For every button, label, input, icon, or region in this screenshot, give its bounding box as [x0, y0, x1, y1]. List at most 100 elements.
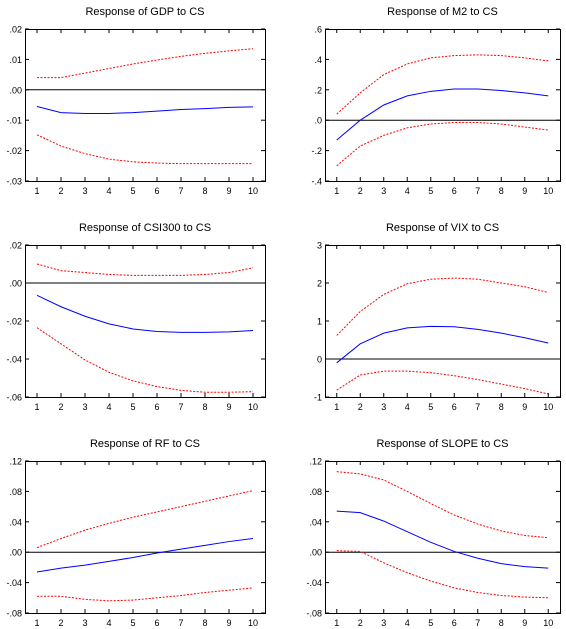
x-tick-label: 2	[358, 402, 363, 412]
x-tick-label: 5	[130, 186, 135, 196]
response-line	[336, 510, 549, 569]
x-tick-label: 3	[82, 186, 87, 196]
y-tick-label: -.02	[6, 146, 22, 156]
x-tick-label: 10	[543, 186, 553, 196]
x-tick-label: 4	[405, 618, 410, 628]
x-tick-label: 9	[226, 618, 231, 628]
y-tick-label: -1	[314, 393, 322, 403]
x-tick-label: 1	[334, 618, 339, 628]
y-tick-label: .04	[309, 517, 322, 527]
x-tick-label: 6	[452, 618, 457, 628]
y-tick-label: .02	[9, 241, 22, 251]
y-tick-label: -.08	[6, 609, 22, 619]
upper-band-line	[336, 471, 549, 539]
x-tick-label: 4	[405, 186, 410, 196]
x-tick-label: 3	[381, 618, 386, 628]
x-tick-label: 3	[381, 402, 386, 412]
chart-panel-5: Response of RF to CS .12 .08 .04 .00 -.04 -.08…	[6, 438, 266, 628]
x-tick-label: 9	[522, 186, 527, 196]
chart-panel-2: Response of M2 to CS .6 .4 .2 .0 -.2 -.4 1 2 3 4 5 6…	[311, 6, 561, 196]
lower-band-line	[336, 370, 549, 395]
response-line	[36, 538, 254, 573]
y-tick-label: -.08	[306, 609, 322, 619]
response-line	[336, 88, 549, 141]
chart-panel-1: Response of GDP to CS .02 .01 .00 -.01 -.02 -.…	[6, 6, 266, 196]
y-tick-label: .12	[309, 457, 322, 467]
chart-title: Response of M2 to CS	[387, 6, 498, 18]
x-tick-label: 2	[58, 618, 63, 628]
x-tick-label: 9	[226, 402, 231, 412]
x-tick-label: 5	[130, 618, 135, 628]
chart-title: Response of CSI300 to CS	[79, 222, 211, 234]
x-tick-label: 9	[226, 186, 231, 196]
y-tick-label: .2	[314, 85, 322, 95]
y-tick-label: -.01	[6, 116, 22, 126]
y-tick-label: .00	[309, 548, 322, 558]
x-tick-label: 8	[202, 186, 207, 196]
plot-frame	[25, 245, 266, 398]
x-tick-label: 10	[248, 402, 258, 412]
x-tick-label: 8	[499, 186, 504, 196]
x-tick-label: 9	[522, 402, 527, 412]
x-tick-label: 2	[58, 186, 63, 196]
y-tick-label: -.06	[6, 393, 22, 403]
x-tick-label: 10	[543, 618, 553, 628]
x-tick-label: 2	[358, 618, 363, 628]
x-tick-label: 7	[475, 402, 480, 412]
response-line	[36, 106, 254, 115]
upper-band-line	[36, 263, 254, 276]
lower-band-line	[36, 327, 254, 393]
chart-title: Response of SLOPE to CS	[376, 438, 508, 450]
x-tick-label: 3	[82, 618, 87, 628]
x-tick-label: 6	[452, 186, 457, 196]
x-tick-label: 7	[178, 402, 183, 412]
x-tick-label: 8	[499, 402, 504, 412]
x-tick-label: 7	[178, 186, 183, 196]
x-tick-label: 5	[428, 402, 433, 412]
y-tick-label: -.02	[6, 317, 22, 327]
x-tick-label: 10	[248, 618, 258, 628]
x-tick-label: 9	[522, 618, 527, 628]
y-tick-label: -.04	[306, 578, 322, 588]
y-tick-label: .4	[314, 55, 322, 65]
x-tick-label: 7	[178, 618, 183, 628]
y-tick-label: -.04	[6, 578, 22, 588]
plot-frame	[25, 461, 266, 614]
lower-band-line	[37, 587, 254, 602]
y-tick-label: .02	[9, 25, 22, 35]
upper-band-line	[336, 54, 549, 115]
x-tick-label: 1	[34, 402, 39, 412]
y-tick-label: .00	[9, 279, 22, 289]
x-tick-label: 4	[106, 618, 111, 628]
chart-title: Response of GDP to CS	[85, 6, 204, 18]
y-tick-label: 0	[317, 355, 322, 365]
x-tick-label: 8	[202, 402, 207, 412]
y-tick-label: -.4	[311, 177, 322, 187]
x-tick-label: 10	[543, 402, 553, 412]
y-tick-label: 1	[317, 317, 322, 327]
y-tick-label: -.03	[6, 177, 22, 187]
x-tick-label: 1	[34, 618, 39, 628]
upper-band-line	[336, 277, 549, 336]
y-tick-label: 3	[317, 241, 322, 251]
x-tick-label: 5	[428, 618, 433, 628]
y-tick-label: .00	[9, 548, 22, 558]
plot-frame	[325, 29, 561, 182]
x-tick-label: 3	[82, 402, 87, 412]
x-tick-label: 8	[499, 618, 504, 628]
y-tick-label: 2	[317, 279, 322, 289]
y-tick-label: -.2	[311, 146, 322, 156]
response-line	[336, 325, 549, 364]
x-tick-label: 4	[106, 402, 111, 412]
x-tick-label: 4	[106, 186, 111, 196]
response-line	[36, 294, 254, 333]
x-tick-label: 2	[358, 186, 363, 196]
chart-panel-6: Response of SLOPE to CS .12 .08 .04 .00 -.04 -…	[306, 438, 561, 628]
y-tick-label: .12	[9, 457, 22, 467]
plot-frame	[25, 29, 266, 182]
x-tick-label: 1	[334, 402, 339, 412]
x-tick-label: 6	[452, 402, 457, 412]
x-tick-label: 4	[405, 402, 410, 412]
